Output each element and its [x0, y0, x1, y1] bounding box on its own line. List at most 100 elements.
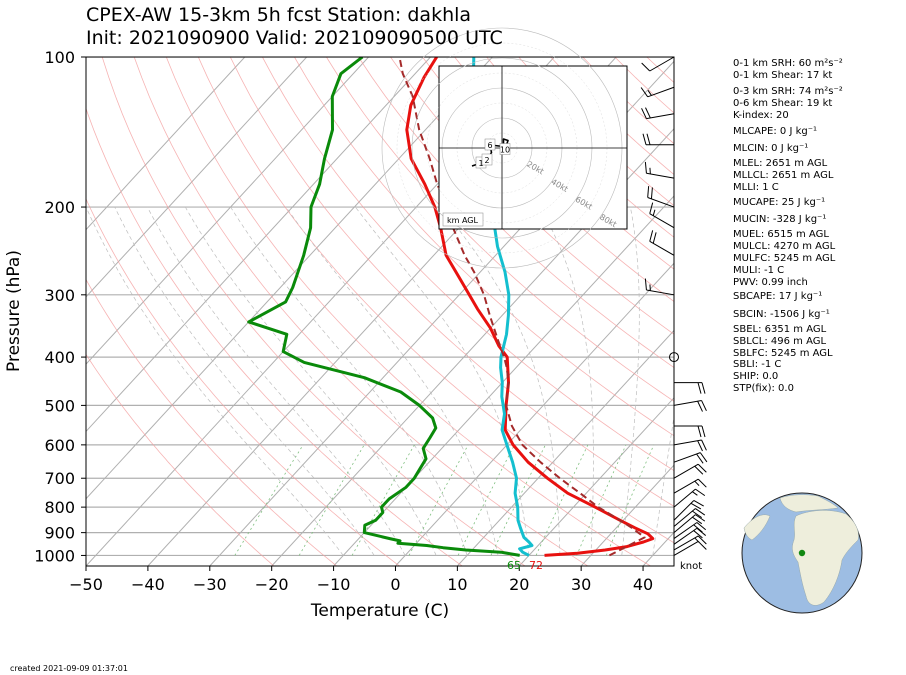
- barb-flag: [701, 382, 706, 394]
- index-line: MULFC: 5245 m AGL: [733, 253, 836, 264]
- wind-barb: [674, 425, 706, 438]
- sounding-traces: [247, 57, 655, 557]
- barb-flag: [697, 535, 707, 545]
- wind-units-label: knot: [680, 561, 702, 572]
- barb-flag: [697, 541, 707, 550]
- index-line: MULCL: 4270 m AGL: [733, 241, 836, 252]
- dry-adiabat: [86, 197, 400, 566]
- barb-shaft: [673, 527, 698, 545]
- y-tick-label: 100: [44, 48, 75, 67]
- barb-flag: [697, 425, 702, 438]
- barb-flag: [694, 465, 704, 475]
- wind-barb: [673, 488, 706, 508]
- index-line: SBLFC: 5245 m AGL: [733, 348, 833, 359]
- barb-flag: [642, 133, 647, 145]
- parcel-trace: [398, 57, 646, 557]
- x-axis: −50 −40 −30 −20 −10 0 10 20 30 40: [69, 566, 653, 594]
- wind-barb: [641, 56, 675, 72]
- wind-barb: [673, 478, 707, 494]
- index-line: 0-1 km SRH: 60 m²s⁻²: [733, 58, 843, 69]
- index-line: SBCIN: -1506 J kg⁻¹: [733, 309, 830, 320]
- africa-landmass: [792, 510, 859, 606]
- europe-landmass: [779, 494, 839, 513]
- index-line: SHIP: 0.0: [733, 371, 779, 382]
- x-tick-label: −20: [255, 575, 289, 594]
- x-tick-label: −40: [131, 575, 165, 594]
- x-tick-label: −50: [69, 575, 103, 594]
- index-line: MUCIN: -328 J kg⁻¹: [733, 214, 827, 225]
- dry-adiabat: [101, 57, 526, 566]
- index-line: SBLI: -1 C: [733, 359, 782, 370]
- barb-flag: [652, 232, 657, 244]
- x-tick-label: 10: [447, 575, 467, 594]
- wind-barb: [673, 400, 707, 412]
- hodograph-height-box: [484, 138, 496, 151]
- x-tick-label: 40: [633, 575, 653, 594]
- barb-flag: [690, 502, 702, 510]
- wind-barb: [644, 278, 675, 296]
- x-axis-label: Temperature (C): [310, 601, 449, 621]
- station-marker: [798, 549, 806, 557]
- index-line: SBLCL: 496 m AGL: [733, 336, 827, 347]
- isotherm-line: [86, 57, 493, 500]
- wind-barb: [673, 522, 707, 539]
- mixing-ratio-line: [234, 444, 304, 556]
- barb-flag: [641, 108, 647, 119]
- index-line: SBEL: 6351 m AGL: [733, 324, 827, 335]
- barb-shaft: [673, 508, 696, 527]
- surface-dewpoint-label: 65: [507, 559, 521, 572]
- barb-flag: [695, 514, 706, 522]
- dry-adiabat: [197, 57, 674, 544]
- index-line: MLLI: 1 C: [733, 182, 779, 193]
- isotherm-line: [271, 127, 674, 566]
- barb-shaft: [646, 289, 675, 296]
- barb-shaft: [673, 488, 696, 508]
- moist-adiabat: [285, 206, 499, 556]
- barb-shaft: [673, 400, 702, 406]
- barb-shaft: [673, 439, 702, 446]
- moist-adiabat: [621, 206, 640, 556]
- barb-flag: [644, 278, 647, 290]
- wind-barb: [673, 535, 707, 551]
- hodograph-height-label: 6: [487, 141, 492, 150]
- barb-flag: [701, 425, 706, 438]
- dry-adiabat: [86, 353, 275, 566]
- isotherm-line: [86, 57, 246, 231]
- index-line: MLEL: 2651 m AGL: [733, 158, 828, 169]
- plot-frame: [85, 56, 675, 567]
- dry-adiabat: [86, 107, 463, 566]
- barb-flag: [697, 401, 703, 412]
- dry-adiabat: [422, 57, 674, 302]
- barb-half-flag: [692, 491, 698, 496]
- x-tick-label: 0: [390, 575, 400, 594]
- moist-adiabat: [184, 206, 437, 556]
- wind-barb: [647, 186, 675, 208]
- barb-shaft: [673, 478, 699, 494]
- dry-adiabat: [454, 57, 674, 270]
- surface-temperature-label: 72: [529, 559, 543, 572]
- x-tick-label: 20: [509, 575, 529, 594]
- barb-half-flag: [652, 209, 656, 216]
- hodograph-height-label: 1: [478, 159, 483, 168]
- y-tick-label: 600: [44, 436, 75, 455]
- mixing-ratio-line: [351, 444, 415, 556]
- hodograph-height-box: [481, 153, 493, 166]
- moist-adiabat: [539, 206, 594, 556]
- moist-adiabat: [114, 206, 375, 556]
- barb-flag: [695, 488, 706, 497]
- barb-shaft: [673, 500, 695, 521]
- wind-barb: [642, 133, 674, 146]
- y-tick-label: 800: [44, 498, 75, 517]
- mixing-ratio-line: [457, 444, 515, 556]
- index-line: MUEL: 6515 m AGL: [733, 229, 829, 240]
- dry-adiabat: [390, 57, 674, 335]
- wind-barb: [649, 202, 675, 229]
- barb-flag: [701, 400, 707, 412]
- y-tick-label: 300: [44, 286, 75, 305]
- index-line: MLLCL: 2651 m AGL: [733, 170, 834, 181]
- y-tick-label: 900: [44, 524, 75, 543]
- wind-barb: [649, 230, 675, 256]
- mixing-ratio-line: [535, 444, 589, 556]
- created-timestamp: created 2021-09-09 01:37:01: [10, 664, 128, 673]
- isotherm-line: [86, 57, 431, 433]
